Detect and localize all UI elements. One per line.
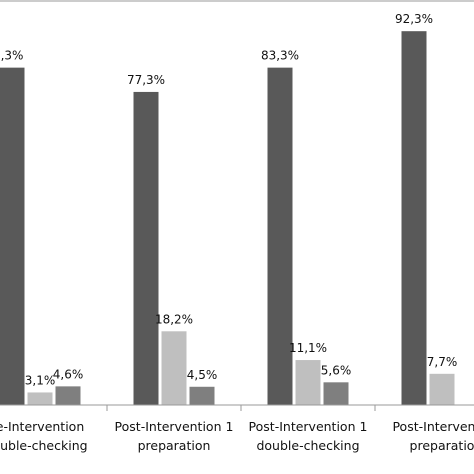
x-axis-ticks bbox=[106, 405, 376, 411]
bars bbox=[0, 31, 455, 406]
category-label-4: Post-Interventio preparatio bbox=[392, 419, 474, 453]
category-labels: e-Intervention ouble-checking Post-Interve… bbox=[0, 419, 474, 453]
data-label-series2-cat1: 3,1% bbox=[25, 373, 56, 387]
bar-series2-cat1 bbox=[27, 392, 53, 405]
data-label-series3-cat1: 4,6% bbox=[53, 367, 84, 381]
data-label-series2-cat3: 11,1% bbox=[289, 341, 327, 355]
category-label-3: Post-Intervention 1 double-checking bbox=[249, 419, 368, 453]
bar-series1-cat1 bbox=[0, 67, 25, 405]
category-label-1: e-Intervention ouble-checking bbox=[0, 419, 88, 453]
category-label-line: e-Intervention bbox=[0, 419, 84, 434]
bar-series3-cat3 bbox=[323, 382, 349, 405]
category-label-line: preparatio bbox=[410, 438, 474, 453]
data-label-series2-cat4: 7,7% bbox=[427, 355, 458, 369]
category-label-line: preparation bbox=[138, 438, 211, 453]
data-label-series1-cat4: 92,3% bbox=[395, 12, 433, 26]
data-label-series3-cat3: 5,6% bbox=[321, 363, 352, 377]
category-label-line: Post-Intervention 1 bbox=[249, 419, 368, 434]
bar-series1-cat2 bbox=[133, 91, 159, 405]
data-label-series3-cat2: 4,5% bbox=[187, 368, 218, 382]
bar-series3-cat1 bbox=[55, 386, 81, 405]
category-label-2: Post-Intervention 1 preparation bbox=[115, 419, 234, 453]
category-label-line: double-checking bbox=[256, 438, 359, 453]
bar-series3-cat2 bbox=[189, 386, 215, 405]
data-label-series1-cat3: 83,3% bbox=[261, 49, 299, 63]
bar-series1-cat3 bbox=[267, 67, 293, 405]
bar-series2-cat2 bbox=[161, 331, 187, 405]
bar-series2-cat3 bbox=[295, 360, 321, 405]
data-label-series2-cat2: 18,2% bbox=[155, 312, 193, 326]
data-label-series1-cat2: 77,3% bbox=[127, 73, 165, 87]
bar-series2-cat4 bbox=[429, 373, 455, 405]
data-labels: ,3% 77,3% 83,3% 92,3% 3,1% 18,2% 11,1% 7,7% 4,6%… bbox=[1, 12, 458, 387]
category-label-line: ouble-checking bbox=[0, 438, 88, 453]
bar-series1-cat4 bbox=[401, 31, 427, 406]
category-label-line: Post-Intervention 1 bbox=[115, 419, 234, 434]
category-label-line: Post-Interventio bbox=[392, 419, 474, 434]
data-label-series1-cat1: ,3% bbox=[1, 49, 24, 63]
